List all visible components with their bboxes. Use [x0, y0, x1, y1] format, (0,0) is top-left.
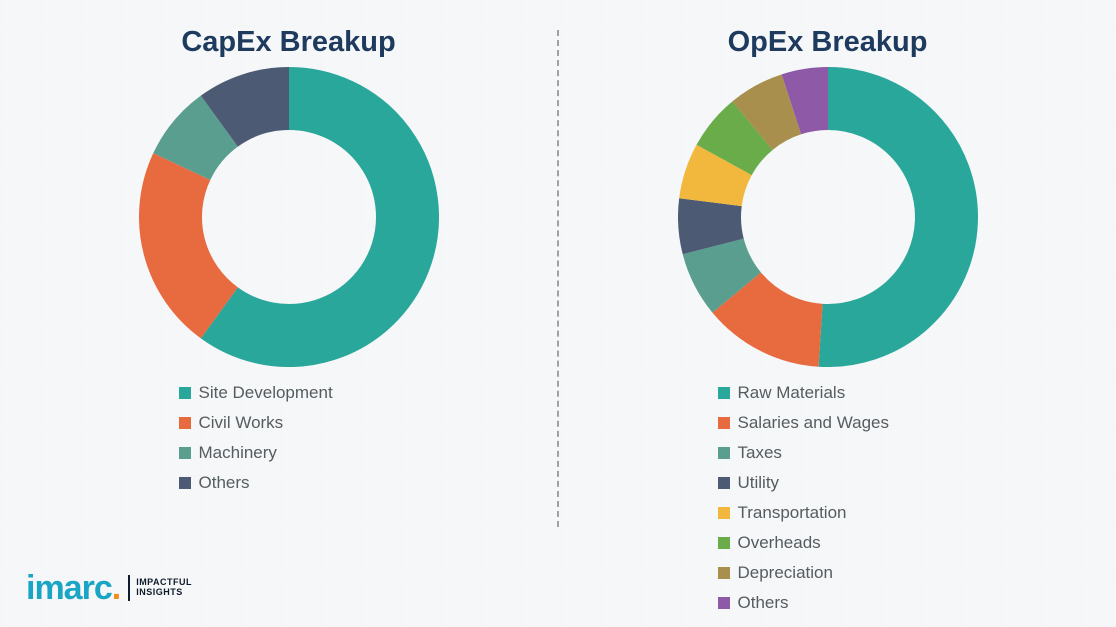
charts-container: CapEx Breakup Site Development Civil Work…: [0, 0, 1116, 627]
legend-label: Utility: [738, 473, 780, 493]
legend-swatch-icon: [179, 477, 191, 489]
legend-item: Site Development: [179, 383, 439, 403]
opex-panel: OpEx Breakup Raw Materials Salaries and W…: [569, 20, 1086, 597]
legend-item: Utility: [718, 473, 978, 493]
brand-logo: imarc. IMPACTFUL INSIGHTS: [26, 571, 192, 605]
legend-label: Others: [199, 473, 250, 493]
legend-label: Others: [738, 593, 789, 613]
donut-segment-7: [791, 99, 828, 105]
capex-legend: Site Development Civil Works Machinery Othe…: [139, 383, 439, 493]
donut-segment-6: [752, 104, 791, 125]
panel-divider: [557, 30, 559, 527]
legend-label: Site Development: [199, 383, 333, 403]
legend-swatch-icon: [718, 507, 730, 519]
legend-item: Others: [179, 473, 439, 493]
legend-swatch-icon: [718, 417, 730, 429]
capex-donut-chart: [139, 67, 439, 367]
legend-item: Others: [718, 593, 978, 613]
legend-swatch-icon: [718, 597, 730, 609]
legend-swatch-icon: [718, 477, 730, 489]
legend-item: Taxes: [718, 443, 978, 463]
legend-label: Overheads: [738, 533, 821, 553]
donut-segment-3: [219, 99, 289, 122]
legend-label: Machinery: [199, 443, 277, 463]
opex-donut-chart: [678, 67, 978, 367]
legend-label: Raw Materials: [738, 383, 846, 403]
legend-item: Raw Materials: [718, 383, 978, 403]
donut-segment-3: [709, 202, 713, 246]
donut-segment-2: [713, 246, 736, 292]
legend-item: Machinery: [179, 443, 439, 463]
donut-segment-4: [710, 160, 724, 202]
logo-dot-icon: .: [112, 569, 120, 607]
legend-swatch-icon: [718, 537, 730, 549]
capex-panel: CapEx Breakup Site Development Civil Work…: [30, 20, 547, 597]
legend-label: Depreciation: [738, 563, 833, 583]
legend-label: Taxes: [738, 443, 782, 463]
opex-title: OpEx Breakup: [728, 26, 928, 59]
logo-text: imarc: [26, 569, 112, 607]
legend-label: Salaries and Wages: [738, 413, 890, 433]
donut-segment-0: [820, 99, 946, 336]
legend-item: Civil Works: [179, 413, 439, 433]
logo-tagline: IMPACTFUL INSIGHTS: [136, 578, 192, 598]
legend-swatch-icon: [718, 567, 730, 579]
donut-segment-5: [724, 126, 752, 160]
legend-label: Transportation: [738, 503, 847, 523]
legend-swatch-icon: [179, 387, 191, 399]
legend-item: Transportation: [718, 503, 978, 523]
donut-segment-1: [736, 293, 820, 336]
legend-item: Salaries and Wages: [718, 413, 978, 433]
legend-item: Overheads: [718, 533, 978, 553]
capex-title: CapEx Breakup: [181, 26, 395, 59]
logo-separator: [128, 575, 130, 601]
opex-legend: Raw Materials Salaries and Wages Taxes Util…: [678, 383, 978, 613]
legend-swatch-icon: [718, 447, 730, 459]
legend-swatch-icon: [179, 417, 191, 429]
legend-swatch-icon: [718, 387, 730, 399]
legend-swatch-icon: [179, 447, 191, 459]
legend-label: Civil Works: [199, 413, 284, 433]
logo-wordmark: imarc.: [26, 571, 120, 605]
donut-segment-1: [170, 167, 219, 313]
logo-tag-line2: INSIGHTS: [136, 588, 192, 598]
legend-item: Depreciation: [718, 563, 978, 583]
donut-segment-2: [181, 121, 219, 166]
